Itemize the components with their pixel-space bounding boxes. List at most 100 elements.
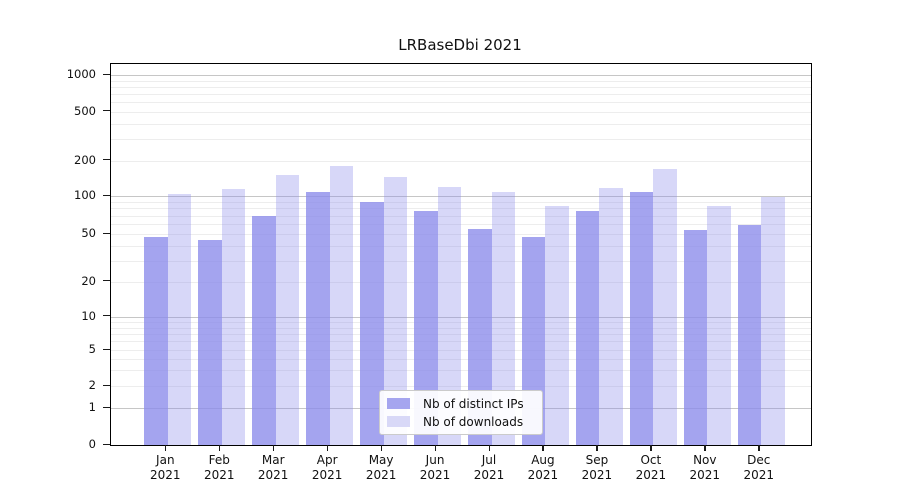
y-axis-tick-label: 1	[88, 400, 96, 415]
gridline-minor	[111, 111, 811, 113]
bar-downloads	[491, 191, 515, 445]
x-axis-tick-label: Jul 2021	[473, 453, 505, 482]
x-axis-tick-label: Jan 2021	[150, 453, 181, 482]
gridline-minor	[111, 93, 811, 95]
legend-item-distinct-ips: Nb of distinct IPs	[387, 397, 542, 411]
y-axis-tick-label: 0	[88, 437, 96, 451]
x-axis-tick	[488, 445, 490, 451]
x-axis-tick	[272, 445, 274, 451]
y-axis-tick	[103, 73, 110, 75]
gridline-minor	[111, 350, 811, 352]
x-axis-tick-label: Oct 2021	[635, 453, 667, 482]
y-axis-tick-label: 2	[88, 378, 96, 392]
x-axis-tick-label: Apr 2021	[311, 453, 343, 482]
x-axis-tick	[596, 445, 598, 451]
x-axis-tick	[704, 445, 706, 451]
gridline-minor	[111, 260, 811, 262]
y-axis-tick-label: 10	[81, 308, 96, 323]
gridline-minor	[111, 224, 811, 226]
gridline-minor	[111, 281, 811, 283]
bar-distinct-ips	[414, 211, 438, 445]
gridline-minor	[111, 102, 811, 104]
bar-distinct-ips	[144, 237, 168, 445]
bar-downloads	[167, 193, 192, 445]
x-axis-tick-label: Dec 2021	[743, 453, 775, 482]
legend-label: Nb of downloads	[423, 414, 524, 429]
y-axis-tick	[103, 348, 110, 351]
x-axis-tick	[758, 445, 760, 451]
gridline-minor	[111, 208, 811, 210]
x-axis-tick	[326, 445, 328, 451]
x-axis-tick	[164, 445, 167, 451]
y-axis-tick	[103, 443, 110, 445]
y-axis-tick	[103, 232, 110, 234]
bar-downloads	[275, 175, 300, 445]
bar-downloads	[599, 188, 623, 445]
x-axis-tick-label: Mar 2021	[257, 453, 289, 482]
x-axis-tick	[218, 445, 221, 451]
gridline-minor	[111, 245, 811, 247]
x-axis-tick-label: Jun 2021	[419, 453, 451, 482]
legend-swatch	[387, 416, 410, 427]
bar-downloads	[221, 188, 246, 445]
gridline-minor	[111, 80, 811, 82]
gridline-minor	[111, 160, 811, 162]
gridline-minor	[111, 234, 811, 235]
y-axis-tick-label: 50	[81, 226, 96, 240]
bar-downloads	[761, 196, 785, 445]
gridline-minor	[111, 139, 811, 141]
bar-distinct-ips	[683, 229, 708, 445]
gridline-major	[111, 316, 811, 318]
gridline-minor	[111, 123, 811, 125]
gridline-minor	[111, 215, 811, 217]
gridline-minor	[111, 358, 811, 360]
y-axis-tick	[103, 280, 110, 282]
gridline-minor	[111, 333, 811, 335]
x-axis-tick	[434, 445, 436, 451]
y-axis-tick	[103, 406, 110, 409]
chart-title: LRBaseDbi 2021	[398, 36, 522, 54]
bar-distinct-ips	[737, 225, 762, 445]
bar-downloads	[329, 165, 354, 445]
y-axis-tick-label: 200	[74, 152, 96, 167]
bar-downloads	[707, 205, 731, 445]
gridline-minor	[111, 202, 811, 204]
y-axis-tick-label: 20	[81, 273, 96, 288]
gridline-minor	[111, 341, 811, 343]
y-axis-tick-label: 5	[88, 342, 96, 357]
y-axis-tick	[103, 110, 110, 112]
gridline-minor	[111, 86, 811, 88]
bar-distinct-ips	[629, 191, 654, 445]
x-axis-tick	[650, 445, 652, 451]
gridline-major	[111, 75, 811, 76]
legend-label: Nb of distinct IPs	[423, 396, 524, 411]
plot-area	[110, 63, 812, 446]
bar-downloads	[545, 205, 569, 445]
gridline-major	[111, 196, 811, 198]
bar-downloads	[437, 186, 462, 445]
y-axis-tick	[103, 159, 110, 161]
bar-distinct-ips	[198, 239, 222, 445]
bar-downloads	[653, 169, 677, 445]
gridline-minor	[111, 370, 811, 372]
y-axis-tick-label: 1000	[66, 67, 96, 81]
x-axis-tick-label: Sep 2021	[581, 453, 613, 482]
bar-distinct-ips	[306, 191, 330, 445]
bar-distinct-ips	[252, 215, 276, 445]
x-axis-tick	[380, 445, 382, 451]
x-axis-tick-label: Feb 2021	[203, 453, 235, 482]
y-axis-tick	[103, 315, 110, 317]
gridline-minor	[111, 327, 811, 329]
gridline-minor	[111, 386, 811, 387]
x-axis-tick-label: May 2021	[365, 453, 397, 482]
bar-downloads	[383, 176, 408, 445]
y-axis-tick-label: 100	[74, 188, 96, 203]
y-axis-tick	[103, 384, 110, 386]
legend-item-downloads: Nb of downloads	[387, 415, 542, 429]
y-axis-tick-label: 500	[74, 103, 96, 118]
legend-swatch	[387, 398, 410, 409]
gridline-minor	[111, 321, 811, 323]
bar-distinct-ips	[575, 211, 600, 445]
bar-distinct-ips	[360, 202, 384, 445]
